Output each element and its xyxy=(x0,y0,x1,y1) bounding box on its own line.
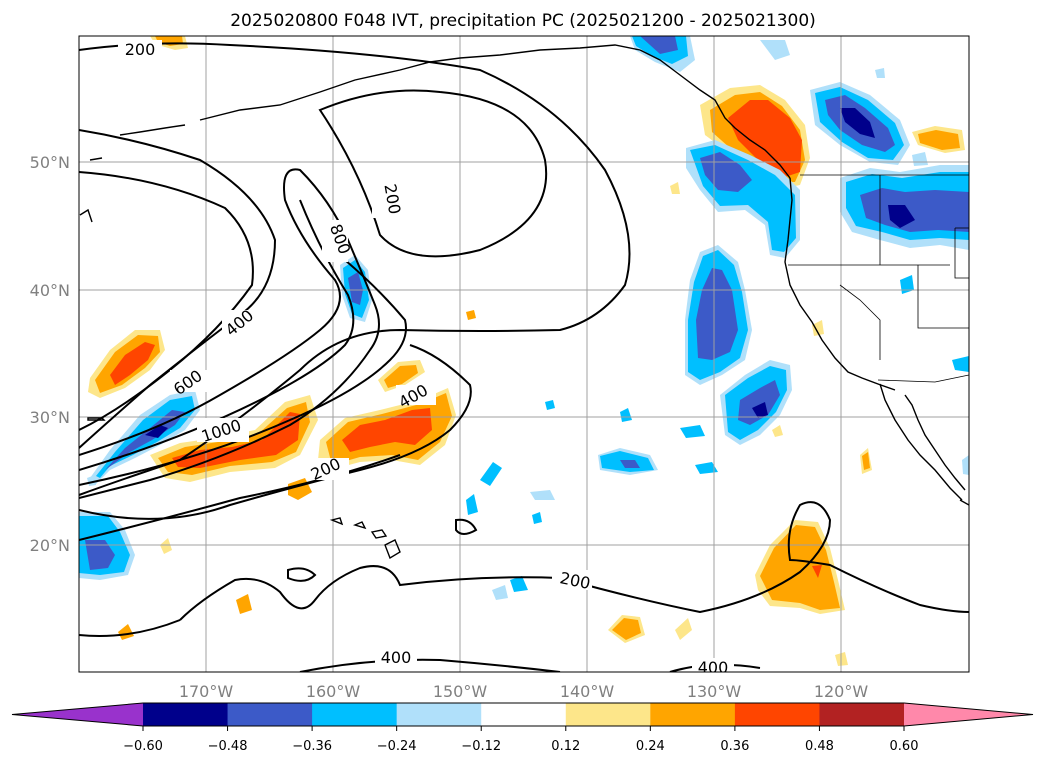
colorbar-extend-min xyxy=(12,703,143,726)
colorbar-tick-label: 0.36 xyxy=(720,739,749,754)
ivt-label: 200 xyxy=(307,454,349,484)
ivt-label: 400 xyxy=(375,648,417,668)
ivt-contour-labels: 200 200 200 200 400 400 xyxy=(118,40,734,677)
lon-label: 140°W xyxy=(560,682,615,701)
precip-negative-regions xyxy=(79,36,969,600)
colorbar-segment xyxy=(565,703,651,726)
colorbar-tick-label: 0.60 xyxy=(890,739,919,754)
colorbar-tick-label: 0.48 xyxy=(805,739,834,754)
ivt-label: 400 xyxy=(395,380,436,412)
map-frame xyxy=(78,35,970,673)
ivt-contour-label: 400 xyxy=(381,648,412,667)
colorbar-extend-max xyxy=(904,703,1033,726)
lon-label: 160°W xyxy=(306,682,361,701)
colorbar-tick-label: 0.24 xyxy=(636,739,665,754)
lon-label: 150°W xyxy=(433,682,488,701)
ivt-label: 600 xyxy=(170,366,212,399)
colorbar-tick-label: −0.24 xyxy=(377,739,417,754)
colorbar-tick-label: −0.36 xyxy=(292,739,332,754)
lon-labels: 170°W 160°W 150°W 140°W 130°W 120°W xyxy=(179,682,869,701)
ivt-label: 200 xyxy=(372,178,404,218)
lat-labels: 50°N 40°N 30°N 20°N xyxy=(30,153,70,555)
map-content: 200 200 200 200 400 400 xyxy=(79,36,969,677)
colorbar-tick-label: 0.12 xyxy=(551,739,580,754)
ivt-contours xyxy=(79,42,969,672)
figure-title: 2025020800 F048 IVT, precipitation PC (2… xyxy=(230,11,816,31)
ivt-label: 400 xyxy=(692,658,734,677)
colorbar-segment xyxy=(143,703,229,726)
colorbar-segment xyxy=(481,703,567,726)
colorbar-tick-label: −0.60 xyxy=(123,739,163,754)
colorbar-segment xyxy=(396,703,482,726)
colorbar-segment xyxy=(650,703,736,726)
colorbar-segment xyxy=(734,703,820,726)
colorbar-tick-label: −0.12 xyxy=(461,739,501,754)
colorbar-outline xyxy=(11,702,1034,727)
lat-label: 50°N xyxy=(30,153,70,172)
ivt-contour-label: 200 xyxy=(125,40,156,59)
colorbar-segment xyxy=(227,703,313,726)
colorbar: −0.60 −0.48 −0.36 −0.24 −0.12 0.12 0.24 0.36 0.4… xyxy=(11,702,1034,754)
ivt-label: 1000 xyxy=(197,415,249,446)
ivt-label: 200 xyxy=(552,568,592,593)
colorbar-tick-label: −0.48 xyxy=(208,739,248,754)
lat-label: 30°N xyxy=(30,408,70,427)
colorbar-segments xyxy=(12,703,1033,726)
colorbar-segment xyxy=(819,703,905,726)
coastlines xyxy=(79,44,969,560)
political-borders xyxy=(788,174,969,383)
colorbar-ticks: −0.60 −0.48 −0.36 −0.24 −0.12 0.12 0.24 0.36 0.4… xyxy=(123,726,918,754)
lon-label: 130°W xyxy=(687,682,742,701)
lat-label: 40°N xyxy=(30,281,70,300)
lat-label: 20°N xyxy=(30,536,70,555)
ivt-contour-label: 400 xyxy=(698,658,729,677)
lon-label: 120°W xyxy=(814,682,869,701)
lon-label: 170°W xyxy=(179,682,234,701)
ivt-label: 200 xyxy=(118,40,162,59)
graticule xyxy=(79,36,969,672)
precip-positive-red xyxy=(728,100,802,178)
colorbar-segment xyxy=(312,703,398,726)
